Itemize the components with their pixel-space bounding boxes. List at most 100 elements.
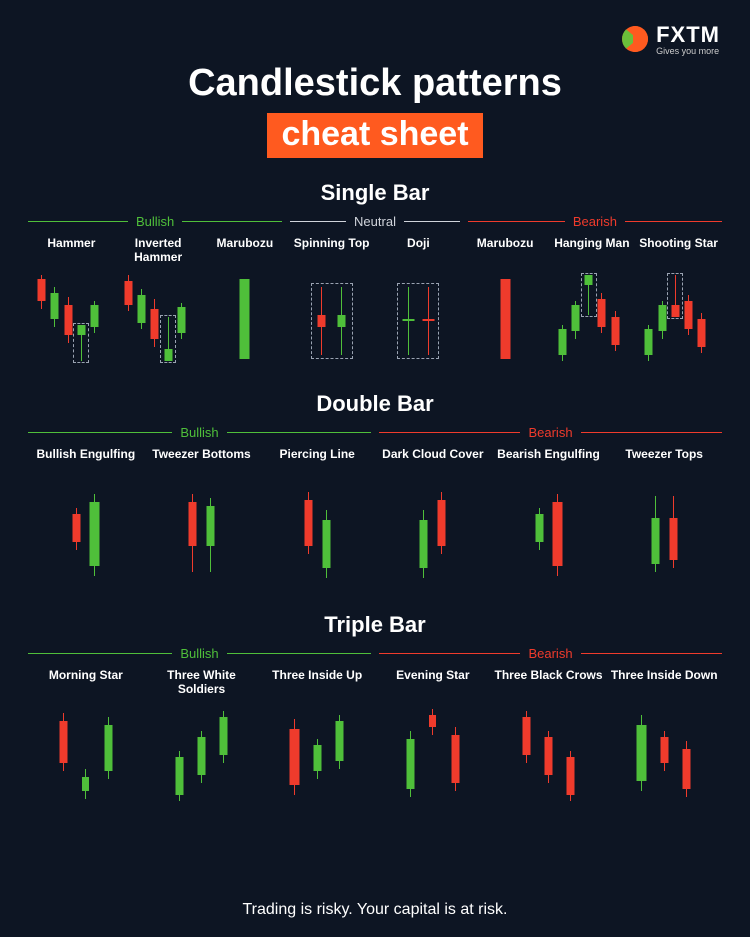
candle-wick (408, 287, 409, 355)
candlestick-canvas (290, 269, 373, 369)
brand-logo: FXTM Gives you more (622, 22, 720, 56)
pattern-cell: Spinning Top (288, 233, 375, 369)
candle-body (552, 502, 562, 566)
candle (244, 269, 245, 369)
candle (85, 701, 86, 811)
candle-body (151, 309, 159, 339)
candle-body (500, 279, 510, 359)
candle (179, 701, 180, 811)
candlestick-canvas (146, 480, 258, 590)
candle (562, 269, 563, 369)
category-line (625, 221, 722, 222)
category-segment: Bearish (379, 646, 722, 661)
pattern-cell: Three Black Crows (491, 665, 607, 811)
category-label: Bullish (180, 425, 218, 440)
candlestick-canvas (377, 480, 489, 590)
candle (154, 269, 155, 369)
candle-body (598, 299, 606, 327)
candle-body (175, 757, 183, 795)
candle (423, 480, 424, 590)
candle (223, 701, 224, 811)
candle-body (585, 275, 593, 285)
category-line (227, 432, 371, 433)
candle (76, 480, 77, 590)
category-label: Bearish (528, 646, 572, 661)
section: Double BarBullishBearishBullish Engulfin… (0, 391, 750, 590)
candle (210, 480, 211, 590)
category-segment: Bullish (28, 646, 371, 661)
candle (294, 701, 295, 811)
brand-tagline: Gives you more (656, 46, 719, 56)
candle (655, 480, 656, 590)
pattern-label: Doji (377, 237, 460, 265)
candle (615, 269, 616, 369)
patterns-row: Bullish EngulfingTweezer BottomsPiercing… (28, 444, 722, 590)
candle-body (82, 777, 89, 791)
candle (688, 269, 689, 369)
candle-body (611, 317, 619, 345)
candle (141, 269, 142, 369)
candle (317, 701, 318, 811)
candle (539, 480, 540, 590)
candle-body (420, 520, 428, 568)
pattern-cell: Marubozu (462, 233, 549, 369)
candle-body (90, 502, 100, 566)
candlestick-canvas (377, 269, 460, 369)
category-line (290, 221, 346, 222)
brand-logo-mark (622, 26, 648, 52)
candle-body (429, 715, 436, 727)
pattern-cell: Morning Star (28, 665, 144, 811)
candle (701, 269, 702, 369)
patterns-row: HammerInverted HammerMarubozuSpinning To… (28, 233, 722, 369)
category-label: Neutral (354, 214, 396, 229)
category-line (182, 221, 282, 222)
candle-body (177, 307, 185, 333)
candle-body (124, 281, 132, 305)
candle-body (567, 757, 575, 795)
candle (432, 701, 433, 811)
title-line-2: cheat sheet (267, 113, 482, 158)
candle-body (206, 506, 214, 546)
pattern-cell: Dark Cloud Cover (375, 444, 491, 590)
category-line (581, 653, 722, 654)
candle-body (290, 729, 300, 785)
pattern-cell: Marubozu (202, 233, 289, 369)
candle-body (189, 502, 197, 546)
candle (648, 269, 649, 369)
candlestick-canvas (204, 269, 287, 369)
title-line-1: Candlestick patterns (0, 62, 750, 105)
candle-body (198, 737, 206, 775)
candle-wick (428, 287, 429, 355)
brand-name: FXTM (656, 22, 720, 48)
candlestick-canvas (608, 701, 720, 811)
category-line (28, 221, 128, 222)
candle-body (338, 315, 346, 327)
category-line (227, 653, 371, 654)
candlestick-canvas (261, 701, 373, 811)
pattern-cell: Three White Soldiers (144, 665, 260, 811)
candle-body (336, 721, 344, 761)
candle-body (651, 518, 659, 564)
pattern-label: Evening Star (377, 669, 489, 697)
candle (455, 701, 456, 811)
candle (588, 269, 589, 369)
candlestick-canvas (608, 480, 720, 590)
candle (575, 269, 576, 369)
candle-body (545, 737, 553, 775)
section: Triple BarBullishBearishMorning StarThre… (0, 612, 750, 811)
candle (686, 701, 687, 811)
candle-body (64, 305, 72, 335)
candle-body (698, 319, 706, 347)
candle-body (558, 329, 566, 355)
candle-body (683, 749, 691, 789)
pattern-label: Tweezer Tops (608, 448, 720, 476)
category-segment: Neutral (290, 214, 460, 229)
pattern-label: Three Inside Up (261, 669, 373, 697)
candlestick-canvas (30, 701, 142, 811)
candle-body (91, 305, 99, 327)
pattern-cell: Three Inside Down (606, 665, 722, 811)
section-title: Single Bar (28, 180, 722, 206)
candlestick-canvas (261, 480, 373, 590)
candle (108, 701, 109, 811)
candlestick-canvas (377, 701, 489, 811)
